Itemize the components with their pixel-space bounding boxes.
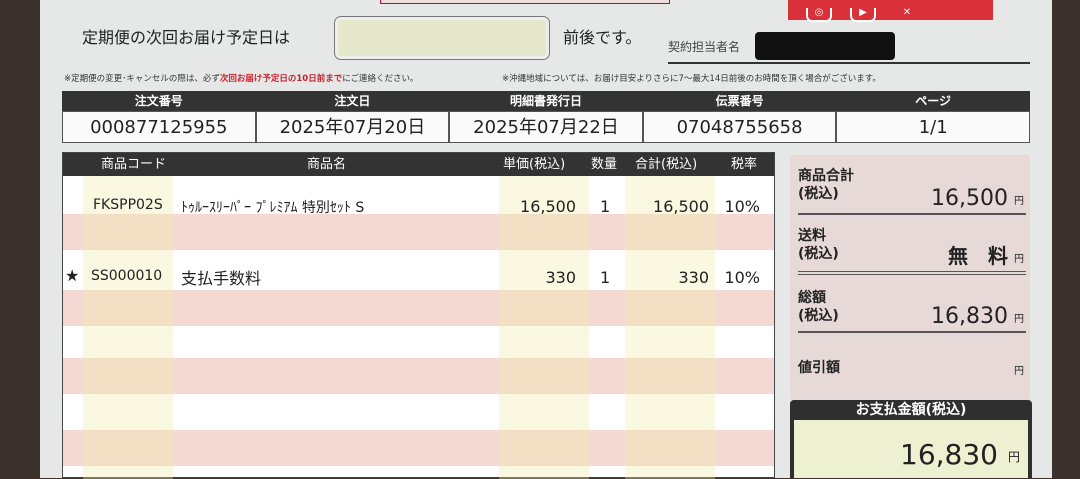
order-info-header: 注文番号 注文日 明細書発行日 伝票番号 ページ	[62, 91, 1030, 111]
discount-row: 値引額 円	[798, 360, 1024, 377]
payment-label: お支払金額(税込)	[855, 402, 967, 418]
item-code: SS000010	[91, 268, 163, 284]
order-number: 000877125955	[62, 111, 256, 143]
shipping-row: 送料 (税込) 無 料円	[798, 227, 1026, 275]
star-icon: ★	[65, 266, 80, 285]
item-total: 330	[678, 268, 709, 287]
items-table: 商品コード 商品名 単価(税込) 数量 合計(税込) 税率 FKSPP02S ﾄ…	[62, 152, 775, 479]
header-slip-number: 伝票番号	[715, 94, 764, 108]
header-order-date: 注文日	[334, 94, 371, 108]
header-rate: 税率	[731, 157, 758, 172]
item-total: 16,500	[653, 197, 709, 216]
item-name: 支払手数料	[181, 269, 262, 288]
header-unit-price: 単価(税込)	[503, 157, 566, 172]
youtube-icon: ▶	[850, 8, 876, 22]
delivery-question: 定期便の次回お届け予定日は	[82, 28, 291, 47]
item-code: FKSPP02S	[93, 197, 163, 213]
item-rate: 10%	[724, 268, 760, 287]
page-number: 1/1	[836, 111, 1030, 143]
subtotal-row: 商品合計 (税込) 16,500 円	[798, 167, 1026, 215]
item-qty: 1	[600, 268, 611, 287]
header-qty: 数量	[591, 157, 618, 172]
order-date: 2025年07月20日	[255, 111, 450, 143]
grand-total-row: 総額 (税込) 16,830 円	[798, 289, 1026, 333]
item-name: ﾄｩﾙｰｽﾘｰﾊﾟｰ ﾌﾟﾚﾐｱﾑ 特別ｾｯﾄ S	[181, 200, 365, 216]
contact-underline	[668, 62, 1030, 64]
note-change: ※定期便の変更･キャンセルの際は、必ず次回お届け予定日の10日前までにご連絡くだ…	[64, 74, 419, 84]
social-banner: ◎ ▶ ✕	[788, 0, 993, 22]
header-order-number: 注文番号	[134, 94, 183, 108]
header-name: 商品名	[307, 157, 347, 172]
top-box	[380, 0, 670, 4]
item-qty: 1	[600, 197, 611, 216]
subtotal-value: 16,500	[931, 186, 1008, 211]
header-code: 商品コード	[101, 157, 167, 172]
item-rate: 10%	[724, 197, 760, 216]
yen-unit: 円	[1007, 450, 1020, 464]
payment-box: お支払金額(税込) 16,830 円	[790, 400, 1032, 478]
instagram-icon: ◎	[806, 8, 832, 22]
grand-total-value: 16,830	[931, 304, 1008, 329]
payment-amount: 16,830	[900, 438, 998, 471]
summary-box: 商品合計 (税込) 16,500 円 送料 (税込) 無 料円 総額 (税込) 16,8…	[790, 155, 1030, 400]
header-page: ページ	[915, 94, 952, 108]
redacted-name	[755, 32, 895, 60]
x-icon: ✕	[902, 7, 912, 18]
header-total: 合計(税込)	[635, 157, 698, 172]
issue-date: 2025年07月22日	[449, 111, 643, 143]
slip-number: 07048755658	[642, 111, 837, 143]
contact-label: 契約担当者名	[668, 40, 741, 54]
items-header: 商品コード 商品名 単価(税込) 数量 合計(税込) 税率	[63, 153, 774, 176]
delivery-suffix: 前後です。	[563, 28, 642, 47]
header-issue-date: 明細書発行日	[509, 94, 582, 108]
item-unit-price: 16,500	[520, 197, 576, 216]
shipping-value: 無 料	[948, 244, 1008, 268]
order-info-table: 注文番号 注文日 明細書発行日 伝票番号 ページ 000877125955 20…	[62, 91, 1030, 143]
next-delivery-date-box	[334, 16, 550, 60]
item-unit-price: 330	[545, 268, 576, 287]
order-info-values: 000877125955 2025年07月20日 2025年07月22日 070…	[62, 111, 1030, 143]
note-okinawa: ※沖縄地域については、お届け目安よりさらに7～最大14日前後のお時間を頂く場合が…	[502, 74, 881, 84]
